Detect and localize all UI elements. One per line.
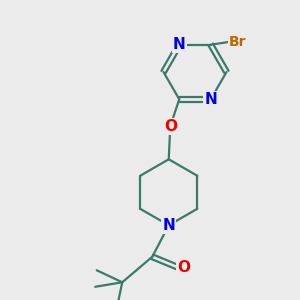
Text: O: O [164, 119, 177, 134]
Text: Br: Br [229, 35, 247, 49]
Text: N: N [162, 218, 175, 233]
Text: O: O [177, 260, 190, 275]
Text: N: N [204, 92, 217, 107]
Text: N: N [173, 37, 186, 52]
